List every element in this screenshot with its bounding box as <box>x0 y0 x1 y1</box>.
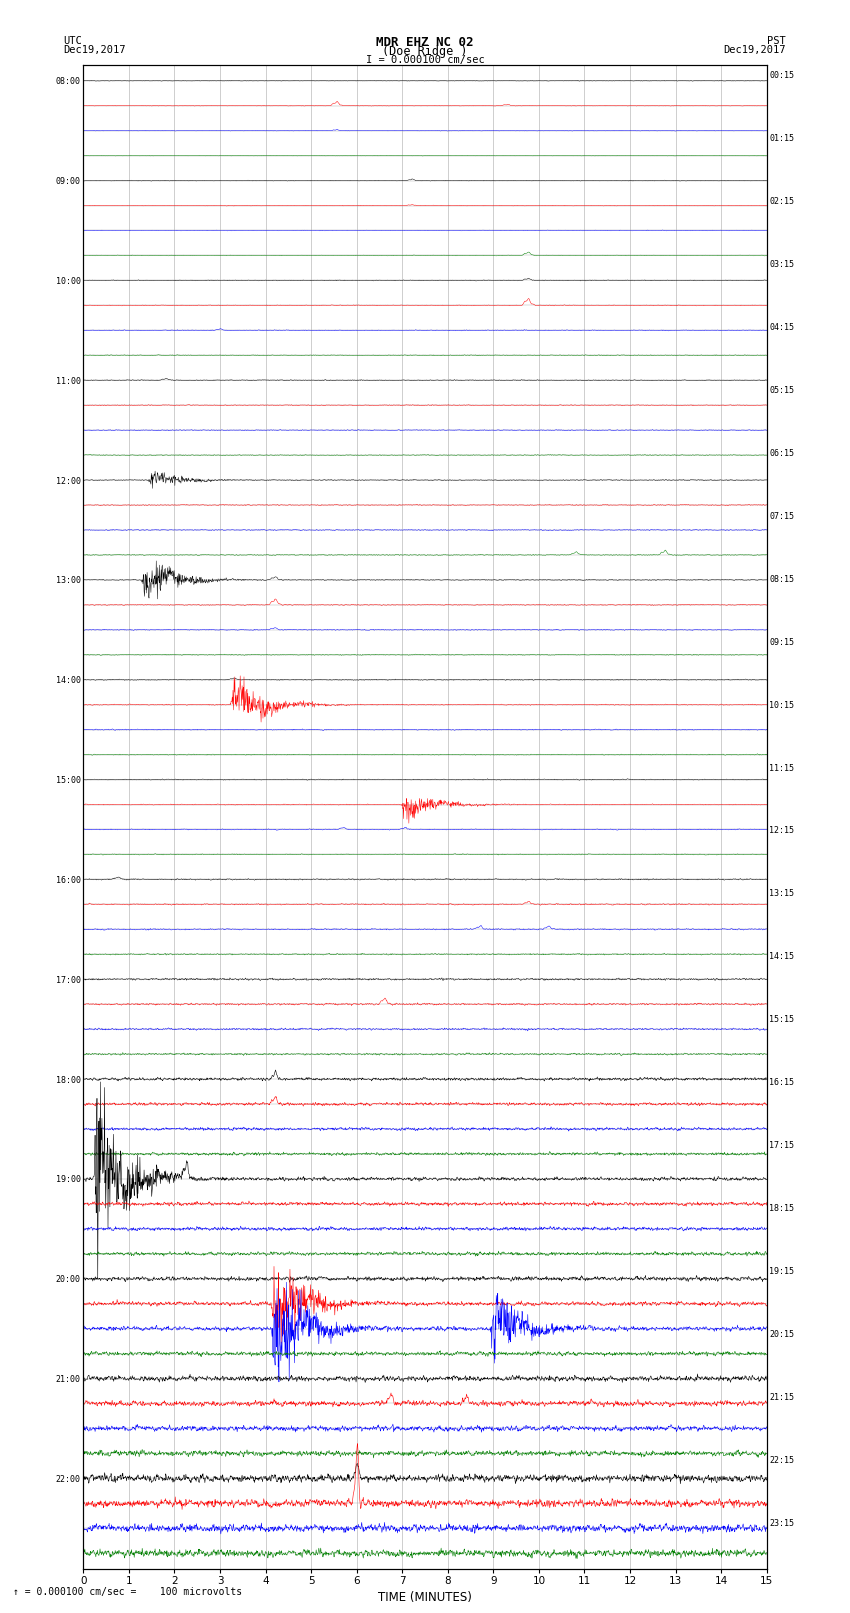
X-axis label: TIME (MINUTES): TIME (MINUTES) <box>378 1590 472 1603</box>
Text: MDR EHZ NC 02: MDR EHZ NC 02 <box>377 37 473 50</box>
Text: (Doe Ridge ): (Doe Ridge ) <box>382 45 468 58</box>
Text: UTC: UTC <box>64 37 82 47</box>
Text: Dec19,2017: Dec19,2017 <box>723 45 786 55</box>
Text: Dec19,2017: Dec19,2017 <box>64 45 127 55</box>
Text: PST: PST <box>768 37 786 47</box>
Text: ↑ = 0.000100 cm/sec =    100 microvolts: ↑ = 0.000100 cm/sec = 100 microvolts <box>13 1587 242 1597</box>
Text: I = 0.000100 cm/sec: I = 0.000100 cm/sec <box>366 55 484 65</box>
